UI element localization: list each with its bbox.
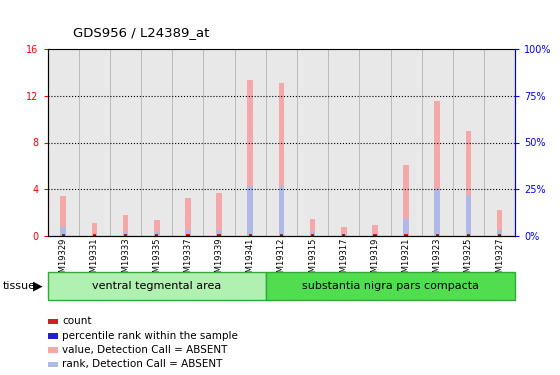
Bar xyxy=(279,234,283,236)
Bar xyxy=(91,224,97,236)
Bar xyxy=(141,49,172,236)
Bar xyxy=(498,235,501,236)
FancyBboxPatch shape xyxy=(48,272,266,300)
Text: percentile rank within the sample: percentile rank within the sample xyxy=(62,331,238,340)
Bar xyxy=(91,233,97,236)
Bar xyxy=(342,235,346,236)
Text: substantia nigra pars compacta: substantia nigra pars compacta xyxy=(302,281,479,291)
Bar xyxy=(278,83,284,236)
Text: rank, Detection Call = ABSENT: rank, Detection Call = ABSENT xyxy=(62,359,222,369)
Bar xyxy=(48,49,79,236)
Bar xyxy=(124,234,127,236)
Text: tissue: tissue xyxy=(3,281,36,291)
Bar xyxy=(342,234,346,236)
Bar xyxy=(185,230,191,236)
Bar xyxy=(110,49,141,236)
Bar xyxy=(466,235,470,236)
Text: ▶: ▶ xyxy=(32,279,42,292)
Bar xyxy=(497,230,502,236)
Bar xyxy=(216,230,222,236)
Bar xyxy=(248,186,253,236)
Bar xyxy=(404,234,408,236)
Bar xyxy=(79,49,110,236)
Bar xyxy=(216,193,222,236)
Bar xyxy=(435,102,440,236)
Bar xyxy=(60,196,66,236)
Bar xyxy=(203,49,235,236)
Bar xyxy=(186,235,190,236)
Bar xyxy=(60,227,66,236)
Bar xyxy=(123,215,128,236)
Text: ventral tegmental area: ventral tegmental area xyxy=(92,281,221,291)
Bar xyxy=(92,235,96,236)
Bar xyxy=(466,234,470,236)
Bar xyxy=(436,234,439,236)
Bar xyxy=(249,235,252,236)
Bar xyxy=(435,189,440,236)
Bar xyxy=(372,225,378,236)
Bar xyxy=(390,49,422,236)
Bar xyxy=(328,49,360,236)
Bar xyxy=(217,235,221,236)
Bar xyxy=(154,220,160,236)
Bar xyxy=(62,234,65,236)
Bar xyxy=(484,49,515,236)
Bar xyxy=(155,235,158,236)
Bar xyxy=(436,235,439,236)
Bar xyxy=(341,227,347,236)
Bar xyxy=(311,235,314,236)
Bar xyxy=(360,49,390,236)
Bar xyxy=(249,234,252,236)
Bar xyxy=(266,49,297,236)
Bar xyxy=(373,234,377,236)
Bar xyxy=(62,235,65,236)
Bar xyxy=(403,219,409,236)
Bar xyxy=(310,219,315,236)
Bar xyxy=(248,80,253,236)
Bar xyxy=(297,49,328,236)
Bar xyxy=(310,231,315,236)
Bar xyxy=(155,234,158,236)
Bar xyxy=(154,232,160,236)
Bar xyxy=(92,234,96,236)
Bar xyxy=(185,198,191,236)
Bar xyxy=(373,235,377,236)
Text: count: count xyxy=(62,316,92,326)
Bar xyxy=(404,235,408,236)
Bar xyxy=(311,234,314,236)
Bar xyxy=(279,235,283,236)
Bar xyxy=(497,210,502,236)
Bar xyxy=(186,234,190,236)
Bar xyxy=(235,49,266,236)
Bar xyxy=(465,195,472,236)
Bar xyxy=(453,49,484,236)
Bar xyxy=(124,235,127,236)
Bar xyxy=(498,234,501,236)
Bar xyxy=(465,131,472,236)
Bar xyxy=(403,165,409,236)
Bar xyxy=(341,234,347,236)
Bar xyxy=(278,186,284,236)
FancyBboxPatch shape xyxy=(266,272,515,300)
Bar xyxy=(217,234,221,236)
Bar xyxy=(422,49,453,236)
Bar xyxy=(372,234,378,236)
Bar xyxy=(123,231,128,236)
Text: value, Detection Call = ABSENT: value, Detection Call = ABSENT xyxy=(62,345,227,355)
Bar xyxy=(172,49,203,236)
Text: GDS956 / L24389_at: GDS956 / L24389_at xyxy=(73,26,209,39)
